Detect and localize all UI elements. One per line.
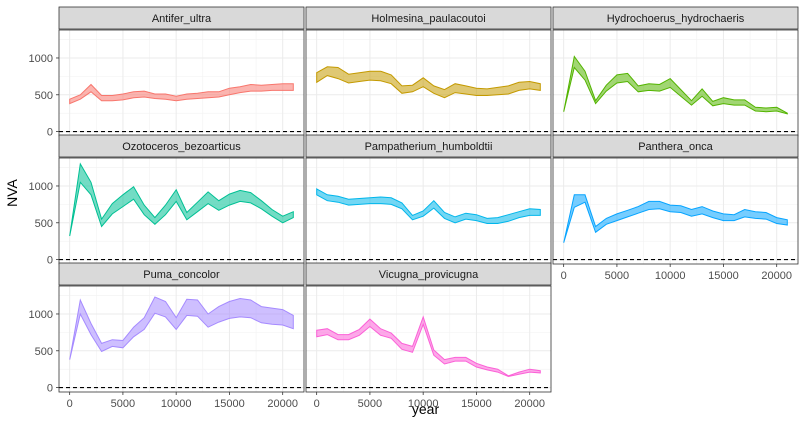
y-tick-label: 0: [47, 127, 53, 139]
facet-strip-label: Antifer_ultra: [152, 13, 212, 25]
facet-strip: [58, 134, 305, 158]
facet-panel-5: Pampatherium_humboldtii: [305, 134, 552, 265]
series-ribbon: [316, 188, 541, 224]
x-tick-label: 0: [561, 270, 567, 282]
facet-strip: [552, 134, 799, 158]
x-tick-label: 15000: [708, 270, 739, 282]
series-ribbon: [69, 162, 294, 237]
facet-strip: [305, 134, 552, 158]
facet-panel-6: Panthera_onca 0 5000 10000 15000 20000: [552, 134, 799, 282]
facet-strip: [552, 6, 799, 30]
facet-strip-label: Hydrochoerus_hydrochaeris: [607, 13, 745, 25]
x-tick-label: 5000: [358, 398, 382, 410]
facet-strip-label: Panthera_onca: [638, 141, 713, 153]
x-tick-label: 5000: [111, 398, 135, 410]
facet-strip-label: Vicugna_provicugna: [379, 269, 479, 281]
x-tick-label: 20000: [514, 398, 545, 410]
facet-panel-8: Vicugna_provicugna 0 5000 10000 15000 20000: [305, 262, 552, 410]
facet-strip: [58, 262, 305, 286]
series-ribbon: [563, 194, 788, 243]
x-tick-label: 20000: [267, 398, 298, 410]
facet-panel-2: Holmesina_paulacoutoi: [305, 6, 552, 137]
facet-panel-4: Ozotoceros_bezoarticus 0 500 1000: [29, 134, 305, 267]
x-tick-label: 20000: [761, 270, 792, 282]
x-tick-label: 10000: [655, 270, 686, 282]
y-tick-label: 0: [47, 383, 53, 395]
facet-strip-label: Pampatherium_humboldtii: [365, 141, 493, 153]
x-axis-title: year: [412, 401, 440, 417]
facet-strip-label: Holmesina_paulacoutoi: [371, 13, 485, 25]
facet-strip: [58, 6, 305, 30]
facet-panel-3: Hydrochoerus_hydrochaeris: [552, 6, 799, 137]
y-tick-label: 500: [35, 346, 53, 358]
x-tick-label: 5000: [605, 270, 629, 282]
facet-strip-label: Puma_concolor: [143, 269, 220, 281]
x-tick-label: 15000: [214, 398, 245, 410]
x-tick-label: 10000: [161, 398, 192, 410]
y-tick-label: 1000: [29, 181, 53, 193]
y-tick-label: 500: [35, 218, 53, 230]
x-tick-label: 0: [314, 398, 320, 410]
y-tick-label: 500: [35, 90, 53, 102]
x-tick-label: 10000: [408, 398, 439, 410]
facet-strip-label: Ozotoceros_bezoarticus: [122, 141, 241, 153]
panel-plot-area: [59, 286, 304, 392]
panel-border: [552, 157, 799, 265]
series-ribbon: [69, 83, 294, 105]
series-ribbon: [316, 66, 541, 99]
y-tick-label: 0: [47, 255, 53, 267]
series-ribbon: [69, 296, 294, 360]
series-ribbon: [316, 315, 541, 378]
facet-panel-1: Antifer_ultra 0 500 1000: [29, 6, 305, 139]
series-ribbon: [563, 55, 788, 115]
panels-layer: Antifer_ultra 0 500 1000 Holmesina_paulacout…: [29, 6, 799, 410]
panel-border: [58, 285, 305, 393]
x-tick-label: 15000: [461, 398, 492, 410]
panel-plot-area: [553, 30, 798, 136]
y-tick-label: 1000: [29, 53, 53, 65]
panel-border: [305, 285, 552, 393]
panel-plot-area: [59, 30, 304, 136]
facet-strip: [305, 6, 552, 30]
x-tick-label: 0: [67, 398, 73, 410]
facet-strip: [305, 262, 552, 286]
y-axis-title: NVA: [4, 178, 20, 206]
y-tick-label: 1000: [29, 309, 53, 321]
